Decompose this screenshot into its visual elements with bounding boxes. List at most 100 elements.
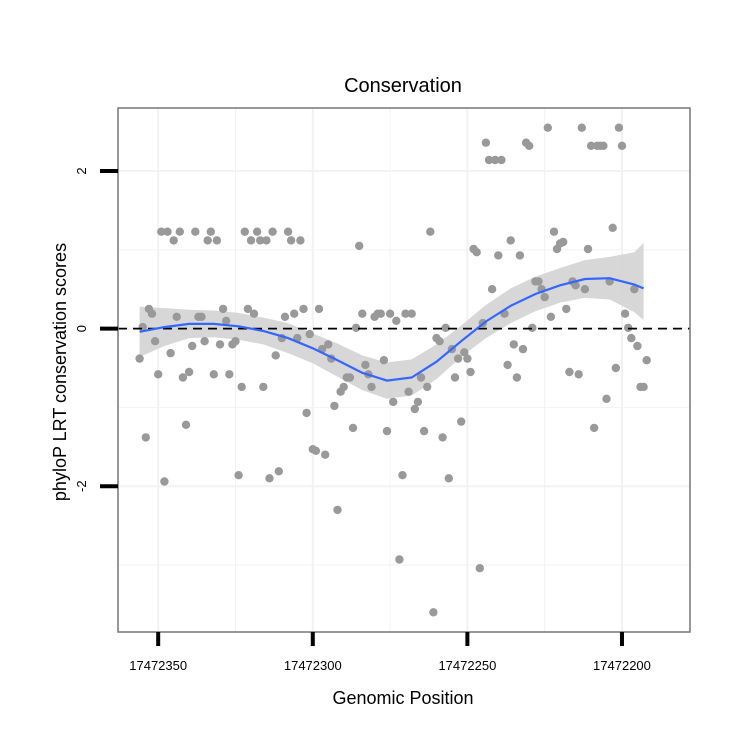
data-point <box>429 608 437 616</box>
data-point <box>306 330 314 338</box>
data-point <box>241 228 249 236</box>
data-point <box>135 354 143 362</box>
data-point <box>238 383 246 391</box>
data-point <box>584 245 592 253</box>
data-point <box>473 248 481 256</box>
data-point <box>355 242 363 250</box>
y-tick-label: 2 <box>74 167 89 174</box>
data-point <box>142 433 150 441</box>
data-point <box>272 351 280 359</box>
data-point <box>559 238 567 246</box>
data-point <box>494 251 502 259</box>
data-point <box>615 124 623 132</box>
data-point <box>287 236 295 244</box>
data-point <box>340 383 348 391</box>
data-point <box>259 383 267 391</box>
data-point <box>609 224 617 232</box>
data-point <box>519 345 527 353</box>
data-point <box>534 277 542 285</box>
data-point <box>510 340 518 348</box>
y-axis-title: phyloP LRT conservation scores <box>50 243 70 501</box>
data-point <box>550 228 558 236</box>
data-point <box>219 305 227 313</box>
x-tick-label: 17472350 <box>129 658 187 673</box>
data-point <box>182 421 190 429</box>
x-axis-title: Genomic Position <box>332 688 473 708</box>
data-point <box>330 402 338 410</box>
data-point <box>408 310 416 318</box>
data-point <box>253 228 261 236</box>
data-point <box>575 370 583 378</box>
data-point <box>281 313 289 321</box>
data-point <box>191 228 199 236</box>
data-point <box>268 228 276 236</box>
x-tick-label: 17472250 <box>438 658 496 673</box>
data-point <box>160 477 168 485</box>
data-point <box>618 142 626 150</box>
data-point <box>290 310 298 318</box>
data-point <box>612 364 620 372</box>
data-point <box>544 124 552 132</box>
data-point <box>200 337 208 345</box>
data-point <box>358 310 366 318</box>
data-point <box>581 285 589 293</box>
data-point <box>599 142 607 150</box>
data-point <box>547 313 555 321</box>
data-point <box>454 354 462 362</box>
y-tick-label: -2 <box>74 480 89 492</box>
y-tick-label: 0 <box>74 325 89 332</box>
data-point <box>451 373 459 381</box>
data-point <box>395 555 403 563</box>
data-point <box>299 305 307 313</box>
data-point <box>361 361 369 369</box>
data-point <box>463 354 471 362</box>
data-point <box>633 342 641 350</box>
data-point <box>426 228 434 236</box>
data-point <box>213 236 221 244</box>
data-point <box>525 142 533 150</box>
data-point <box>627 334 635 342</box>
data-point <box>423 383 431 391</box>
data-point <box>207 228 215 236</box>
data-point <box>621 310 629 318</box>
data-point <box>324 340 332 348</box>
data-point <box>565 368 573 376</box>
data-point <box>197 313 205 321</box>
data-point <box>643 356 651 364</box>
data-point <box>247 236 255 244</box>
data-point <box>234 471 242 479</box>
x-tick-label: 17472200 <box>593 658 651 673</box>
chart-title: Conservation <box>344 75 462 97</box>
data-point <box>250 310 258 318</box>
data-point <box>438 433 446 441</box>
data-point <box>321 451 329 459</box>
data-point <box>216 340 224 348</box>
data-point <box>349 424 357 432</box>
x-tick-label: 17472300 <box>284 658 342 673</box>
data-point <box>377 310 385 318</box>
data-point <box>578 124 586 132</box>
data-point <box>333 506 341 514</box>
data-point <box>296 236 304 244</box>
data-point <box>435 337 443 345</box>
data-point <box>398 471 406 479</box>
data-point <box>170 236 178 244</box>
data-point <box>225 370 233 378</box>
data-point <box>148 310 156 318</box>
data-point <box>466 368 474 376</box>
data-point <box>265 474 273 482</box>
data-point <box>185 368 193 376</box>
data-point <box>392 317 400 325</box>
data-point <box>380 356 388 364</box>
data-point <box>513 373 521 381</box>
data-point <box>346 373 354 381</box>
data-point <box>166 349 174 357</box>
data-point <box>275 467 283 475</box>
data-point <box>507 236 515 244</box>
data-point <box>445 474 453 482</box>
data-point <box>516 251 524 259</box>
data-point <box>176 228 184 236</box>
data-point <box>173 313 181 321</box>
data-point <box>151 337 159 345</box>
data-point <box>414 398 422 406</box>
